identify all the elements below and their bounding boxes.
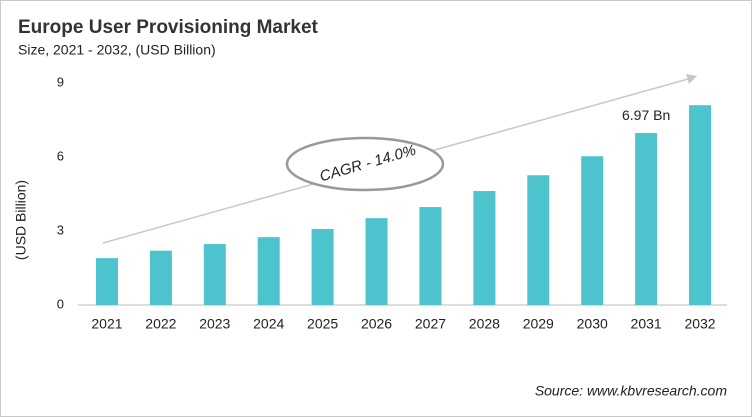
x-tick-label: 2030 xyxy=(577,316,608,332)
bar xyxy=(581,156,604,305)
y-tick-label: 9 xyxy=(57,74,64,89)
bar xyxy=(473,191,496,305)
bar xyxy=(365,218,388,305)
x-tick-label: 2025 xyxy=(307,316,338,332)
arrow-head xyxy=(686,74,697,84)
x-tick-label: 2031 xyxy=(631,316,662,332)
bar xyxy=(257,237,280,305)
bar xyxy=(203,244,226,305)
x-tick-label: 2028 xyxy=(469,316,500,332)
y-tick-label: 0 xyxy=(57,296,64,311)
y-tick-label: 3 xyxy=(57,222,64,237)
x-tick-label: 2026 xyxy=(361,316,392,332)
bar xyxy=(311,229,334,305)
chart-subtitle: Size, 2021 - 2032, (USD Billion) xyxy=(18,42,216,58)
x-tick-label: 2023 xyxy=(199,316,230,332)
bar xyxy=(527,175,550,305)
x-tick-label: 2027 xyxy=(415,316,446,332)
x-tick-label: 2029 xyxy=(523,316,554,332)
value-label: 6.97 Bn xyxy=(622,107,670,123)
x-tick-label: 2021 xyxy=(91,316,122,332)
bar xyxy=(95,258,118,305)
x-tick-label: 2022 xyxy=(145,316,176,332)
bar xyxy=(689,105,712,305)
source: Source: www.kbvresearch.com xyxy=(535,383,728,399)
y-tick-label: 6 xyxy=(57,148,64,163)
bar xyxy=(635,133,658,305)
bar xyxy=(149,250,172,305)
x-tick-label: 2032 xyxy=(684,316,715,332)
x-tick-label: 2024 xyxy=(253,316,284,332)
cagr-ellipse xyxy=(285,136,445,192)
bar xyxy=(419,207,442,305)
chart-title: Europe User Provisioning Market xyxy=(18,17,319,38)
y-axis-label: (USD Billion) xyxy=(13,180,29,260)
